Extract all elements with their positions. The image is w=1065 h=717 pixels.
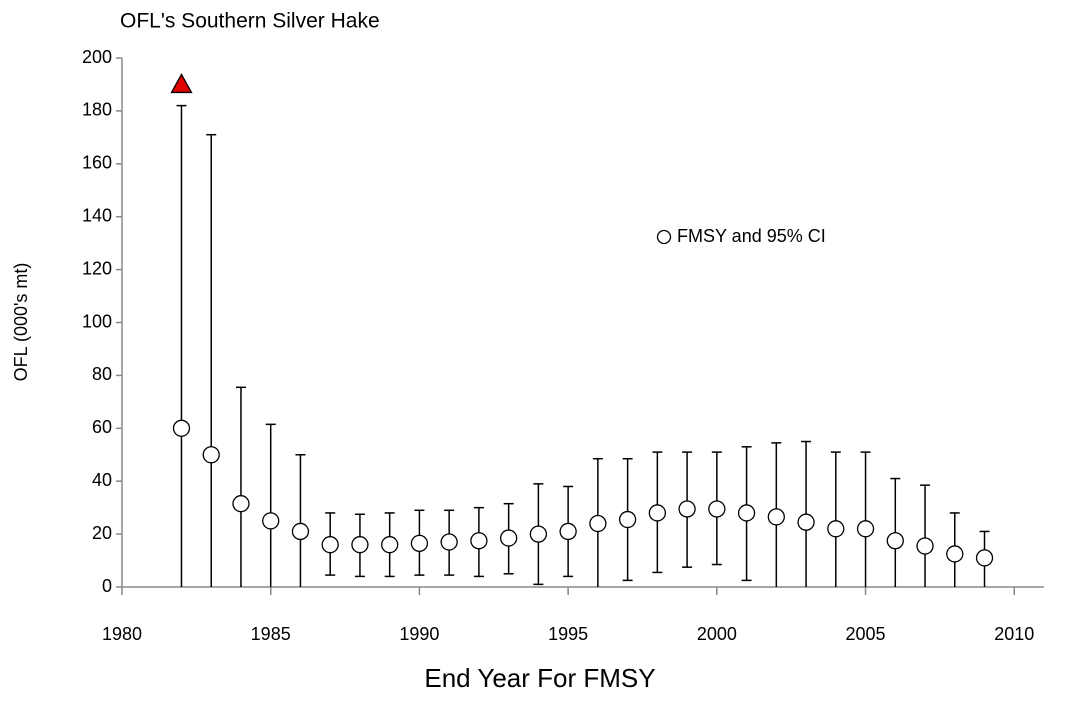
point [291, 522, 310, 541]
y-axis-label: OFL (000's mt) [11, 263, 31, 382]
y-tick-label: 100 [82, 311, 112, 331]
y-tick-label: 120 [82, 258, 112, 278]
point [856, 520, 875, 538]
point [499, 529, 518, 547]
y-tick-label: 20 [92, 523, 112, 543]
x-tick-label: 1995 [548, 624, 588, 644]
point [381, 536, 399, 554]
point [737, 504, 756, 522]
x-tick-label: 2000 [697, 624, 737, 644]
point [648, 504, 667, 522]
y-tick-label: 0 [102, 576, 112, 596]
point [262, 512, 280, 530]
highlight-marker [170, 73, 193, 94]
x-tick-label: 1985 [251, 624, 291, 644]
point [410, 534, 429, 553]
point [708, 500, 726, 518]
point [470, 532, 488, 550]
y-tick-label: 60 [92, 417, 112, 437]
x-tick-label: 1980 [102, 624, 142, 644]
y-tick-label: 140 [82, 205, 112, 225]
point [321, 536, 339, 554]
point [797, 513, 815, 531]
chart-title: OFL's Southern Silver Hake [120, 10, 380, 33]
x-tick-label: 1990 [399, 624, 439, 644]
y-tick-label: 160 [82, 153, 112, 173]
x-axis-label: End Year For FMSY [424, 663, 655, 693]
x-tick-label: 2005 [846, 624, 886, 644]
x-tick-label: 2010 [994, 624, 1034, 644]
y-tick-label: 180 [82, 100, 112, 120]
point [618, 510, 637, 529]
point [529, 525, 548, 543]
y-tick-label: 80 [92, 364, 112, 384]
point [202, 446, 220, 464]
point [767, 508, 785, 526]
point [232, 495, 250, 513]
point [351, 536, 369, 554]
legend-label: FMSY and 95% CI [677, 226, 826, 246]
point [975, 549, 994, 567]
point [916, 537, 934, 555]
point [886, 532, 904, 550]
y-tick-label: 200 [82, 47, 112, 67]
point [827, 520, 845, 538]
point [440, 533, 458, 551]
point [559, 522, 577, 541]
point [172, 419, 191, 437]
point [589, 514, 607, 533]
legend-marker [656, 229, 672, 245]
y-tick-label: 40 [92, 470, 112, 490]
point [678, 500, 696, 518]
point [946, 545, 964, 563]
